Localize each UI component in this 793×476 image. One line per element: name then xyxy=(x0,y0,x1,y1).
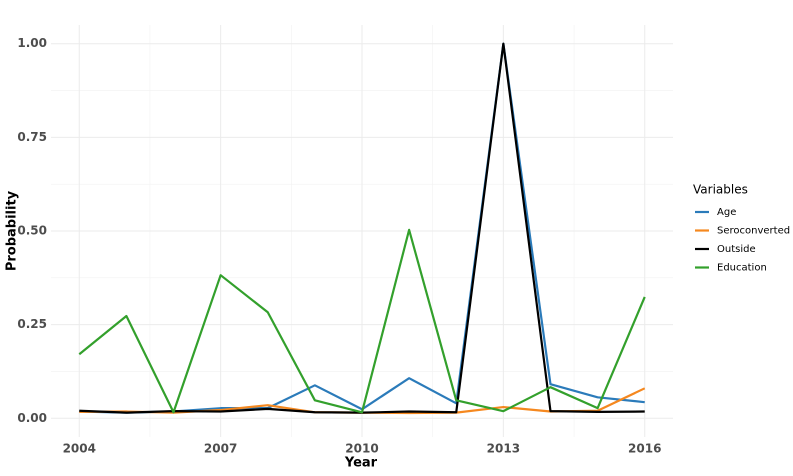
x-tick-label: 2010 xyxy=(345,442,378,456)
x-tick-label: 2013 xyxy=(487,442,520,456)
y-tick-label: 1.00 xyxy=(17,36,47,50)
line-series xyxy=(78,228,646,414)
x-axis-title: Year xyxy=(344,456,378,471)
y-tick-label: 0.00 xyxy=(17,411,47,425)
y-axis-title: Probability xyxy=(5,190,20,271)
legend-label: Education xyxy=(717,263,767,274)
y-tick-label: 0.75 xyxy=(17,130,47,144)
legend-label: Age xyxy=(717,207,736,218)
legend-title: Variables xyxy=(693,183,748,197)
legend-label: Seroconverted xyxy=(717,226,790,237)
grid xyxy=(51,25,673,437)
y-tick-label: 0.25 xyxy=(17,317,47,331)
y-tick-label: 0.50 xyxy=(17,224,47,238)
x-tick-label: 2016 xyxy=(628,442,661,456)
x-tick-label: 2004 xyxy=(63,442,96,456)
legend-label: Outside xyxy=(717,244,756,255)
x-tick-label: 2007 xyxy=(204,442,237,456)
